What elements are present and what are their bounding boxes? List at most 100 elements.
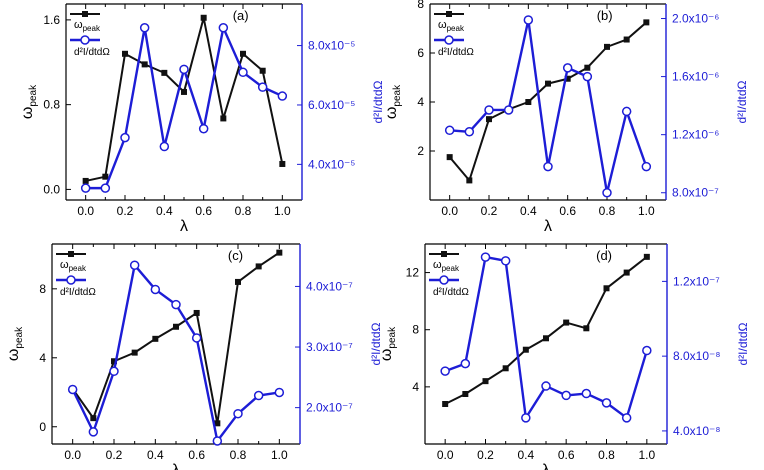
data-point-circle [561,390,571,401]
data-point-circle [191,333,202,343]
x-axis-label: λ [542,462,550,470]
data-point-circle [464,127,475,137]
data-point-square [583,325,590,332]
data-point-circle [484,105,494,115]
data-point-square [643,19,650,26]
data-point-circle [641,161,652,172]
data-point-circle [150,284,161,295]
y2-axis-label: d²I/dtdΩ [735,80,749,123]
x-tick-label: 0.4 [147,448,164,462]
panel-4: 0.0 0.2 0.4 0.6 0.8 1.0 λ 4 8 12 ωpeak 4.0x10⁻⁸ 8.0x… [378,243,750,470]
data-point-circle [218,23,229,33]
legend-marker-peak [68,251,74,257]
x-tick-label: 0.6 [188,448,205,462]
x-tick-label: 0.6 [559,204,576,218]
x-tick-label: 0.8 [599,204,616,218]
panel-1: 0.0 0.2 0.4 0.6 0.8 1.0 λ 0.0 0.8 1.6 ωpeak 4.0x10⁻… [19,3,385,235]
legend-marker-peak [441,251,447,257]
x-tick-label: 0.0 [64,448,81,462]
data-point-circle [460,358,471,369]
y2-tick-label: 2.0x10⁻⁶ [672,12,719,26]
data-point-circle [274,387,285,398]
y2-tick-label: 3.0x10⁻⁷ [306,340,353,354]
legend-label-peak: ωpeak [60,259,87,273]
x-tick-label: 0.6 [558,448,575,462]
x-tick-label: 1.0 [638,204,655,218]
data-point-circle [233,408,243,419]
data-point-square [623,269,630,276]
panel-label: (d) [596,248,612,263]
data-point-circle [159,141,170,152]
data-point-circle [541,381,551,391]
data-point-circle [621,106,632,117]
y-tick-label: 0.0 [43,182,60,196]
x-tick-label: 0.4 [156,204,173,218]
data-point-square [259,67,266,74]
x-tick-label: 0.2 [481,204,498,218]
data-point-square [161,69,168,76]
x-tick-label: 1.0 [638,448,655,462]
data-point-square [623,36,630,43]
data-point-square [584,64,591,71]
panel-label: (b) [597,8,613,23]
data-point-square [643,253,650,260]
data-point-square [122,50,128,57]
y2-tick-label: 4.0x10⁻⁷ [306,279,353,293]
y-tick-label: 8 [412,323,419,337]
x-tick-label: 1.0 [271,448,288,462]
y-tick-label: 2 [417,144,424,158]
legend-label-peak: ωpeak [438,19,465,33]
y-tick-label: 8 [417,0,424,11]
x-tick-label: 0.0 [441,204,458,218]
data-point-square [604,43,610,50]
legend-marker-emission [444,35,454,45]
y-tick-label: 0.8 [43,98,60,112]
x-tick-label: 0.6 [195,204,212,218]
panel-3: 0.0 0.2 0.4 0.6 0.8 1.0 λ 0 4 8 ωpeak 2.0x10⁻⁷ 3.0x1… [5,243,383,470]
data-point-square [522,346,529,353]
data-point-circle [500,256,511,266]
y-tick-label: 4 [412,380,419,394]
data-point-circle [88,427,99,437]
data-point-circle [480,252,491,262]
y2-tick-label: 1.2x10⁻⁷ [673,274,720,288]
legend-marker-emission [439,275,449,285]
data-point-circle [521,413,531,423]
data-point-circle [100,183,111,193]
y2-tick-label: 8.0x10⁻⁵ [308,39,355,53]
y-tick-label: 4 [417,95,424,109]
y-axis-label: ωpeak [19,84,39,119]
y-tick-label: 8 [39,282,46,296]
data-point-circle [257,82,268,92]
y2-tick-label: 8.0x10⁻⁷ [672,186,719,200]
data-point-square [446,154,453,161]
legend-label-emission: d²I/dtdΩ [74,47,110,58]
data-point-square [200,14,207,21]
y2-tick-label: 1.6x10⁻⁶ [672,70,719,84]
legend-label-emission: d²I/dtdΩ [438,47,474,58]
data-point-circle [444,125,455,136]
series-line-peak [71,251,280,425]
y2-tick-label: 4.0x10⁻⁸ [673,424,720,438]
y-tick-label: 6 [417,46,424,60]
data-point-circle [562,63,573,73]
data-point-circle [601,398,612,408]
data-point-square [173,323,179,330]
data-point-square [502,365,509,372]
y-axis-label: ωpeak [378,326,398,361]
data-point-square [214,420,221,427]
data-point-circle [179,64,189,75]
y-axis-label: ωpeak [5,326,25,361]
data-point-square [563,319,570,326]
data-point-circle [581,388,592,399]
data-point-square [152,335,159,342]
data-point-square [462,391,469,397]
series-line-emission [71,264,280,443]
legend-marker-emission [80,35,90,45]
x-tick-label: 0.4 [520,204,537,218]
data-point-circle [253,390,264,401]
data-point-circle [543,161,553,172]
legend-label-emission: d²I/dtdΩ [433,287,469,298]
data-point-square [564,75,571,82]
data-point-circle [602,187,612,198]
